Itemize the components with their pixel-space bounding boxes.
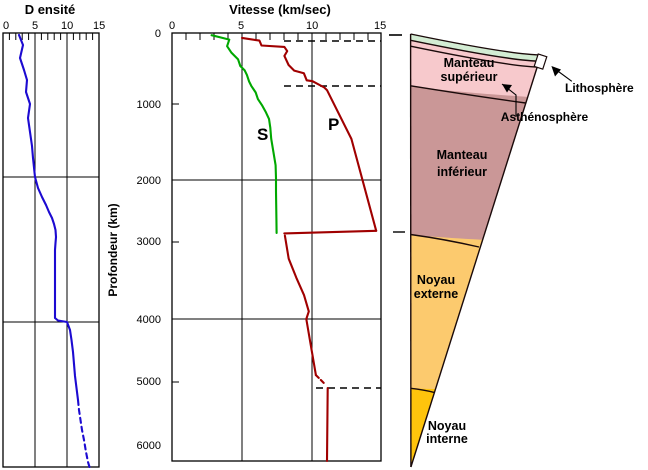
svg-text:Noyau: Noyau [417,273,455,287]
svg-text:Noyau: Noyau [428,419,466,433]
svg-text:supérieur: supérieur [441,70,498,84]
svg-text:0: 0 [169,20,175,32]
svg-text:5: 5 [32,20,38,32]
svg-text:externe: externe [414,287,459,301]
svg-text:Manteau: Manteau [437,148,488,162]
svg-text:3000: 3000 [137,236,161,248]
svg-text:15: 15 [93,20,105,32]
svg-text:Vitesse (km/sec): Vitesse (km/sec) [229,2,331,17]
svg-text:interne: interne [426,432,468,446]
svg-text:Lithosphère: Lithosphère [565,81,634,95]
svg-text:Profondeur (km): Profondeur (km) [106,203,120,296]
svg-text:S: S [257,125,268,144]
svg-text:5000: 5000 [137,376,161,388]
svg-text:6000: 6000 [137,440,161,452]
svg-text:2000: 2000 [137,175,161,187]
svg-text:0: 0 [155,28,161,40]
svg-text:15: 15 [374,20,386,32]
svg-text:10: 10 [306,20,318,32]
svg-text:1000: 1000 [137,99,161,111]
svg-text:5: 5 [238,20,244,32]
svg-text:10: 10 [61,20,73,32]
svg-text:0: 0 [3,20,9,32]
svg-text:4000: 4000 [137,314,161,326]
svg-text:Asthénosphère: Asthénosphère [501,110,589,124]
svg-text:D ensité: D ensité [25,2,76,17]
svg-text:inférieur: inférieur [437,165,487,179]
svg-text:P: P [328,115,339,134]
svg-text:Manteau: Manteau [444,56,495,70]
